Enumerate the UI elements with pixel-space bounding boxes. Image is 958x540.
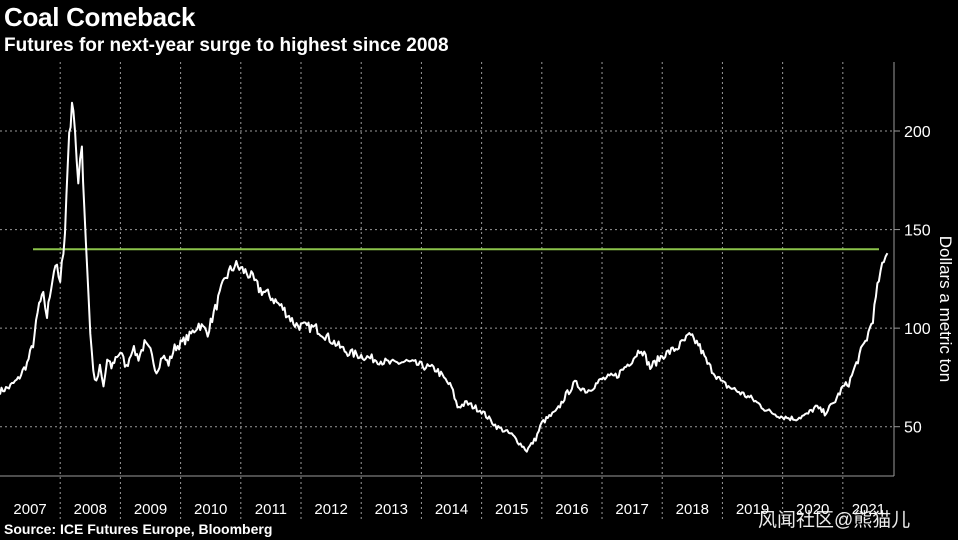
chart-title: Coal Comeback: [4, 2, 196, 32]
y-tick-label: 200: [904, 124, 931, 141]
x-tick-label: 2008: [74, 501, 107, 518]
chart-subtitle: Futures for next-year surge to highest s…: [4, 35, 449, 56]
x-tick-label: 2014: [435, 501, 468, 518]
watermark: 风闻社区@熊猫儿: [758, 510, 911, 531]
y-axis-ticks: 50 100 150 200: [894, 124, 931, 437]
x-tick-label: 2013: [375, 501, 408, 518]
x-tick-label: 2009: [134, 501, 167, 518]
x-axis-ticks: 2007 2008 2009 2010 2011 2012 2013 2014 2015 2016…: [13, 501, 885, 518]
source-note: Source: ICE Futures Europe, Bloomberg: [4, 521, 273, 537]
x-tick-label: 2012: [314, 501, 347, 518]
x-tick-label: 2011: [255, 501, 287, 518]
x-tick-label: 2020: [796, 501, 829, 518]
series-line: [0, 101, 889, 453]
x-tick-label: 2021: [852, 501, 885, 518]
x-tick-label: 2007: [13, 501, 46, 518]
x-tick-label: 2010: [194, 501, 227, 518]
y-tick-label: 100: [904, 321, 931, 338]
x-tick-label: 2015: [495, 501, 528, 518]
x-tick-label: 2017: [615, 501, 648, 518]
grid-lines: [0, 62, 894, 520]
x-tick-label: 2016: [555, 501, 588, 518]
y-axis-label: Dollars a metric ton: [936, 236, 955, 382]
y-tick-label: 50: [904, 420, 922, 437]
x-tick-label: 2019: [736, 501, 769, 518]
y-tick-label: 150: [904, 223, 931, 240]
x-tick-label: 2018: [676, 501, 709, 518]
